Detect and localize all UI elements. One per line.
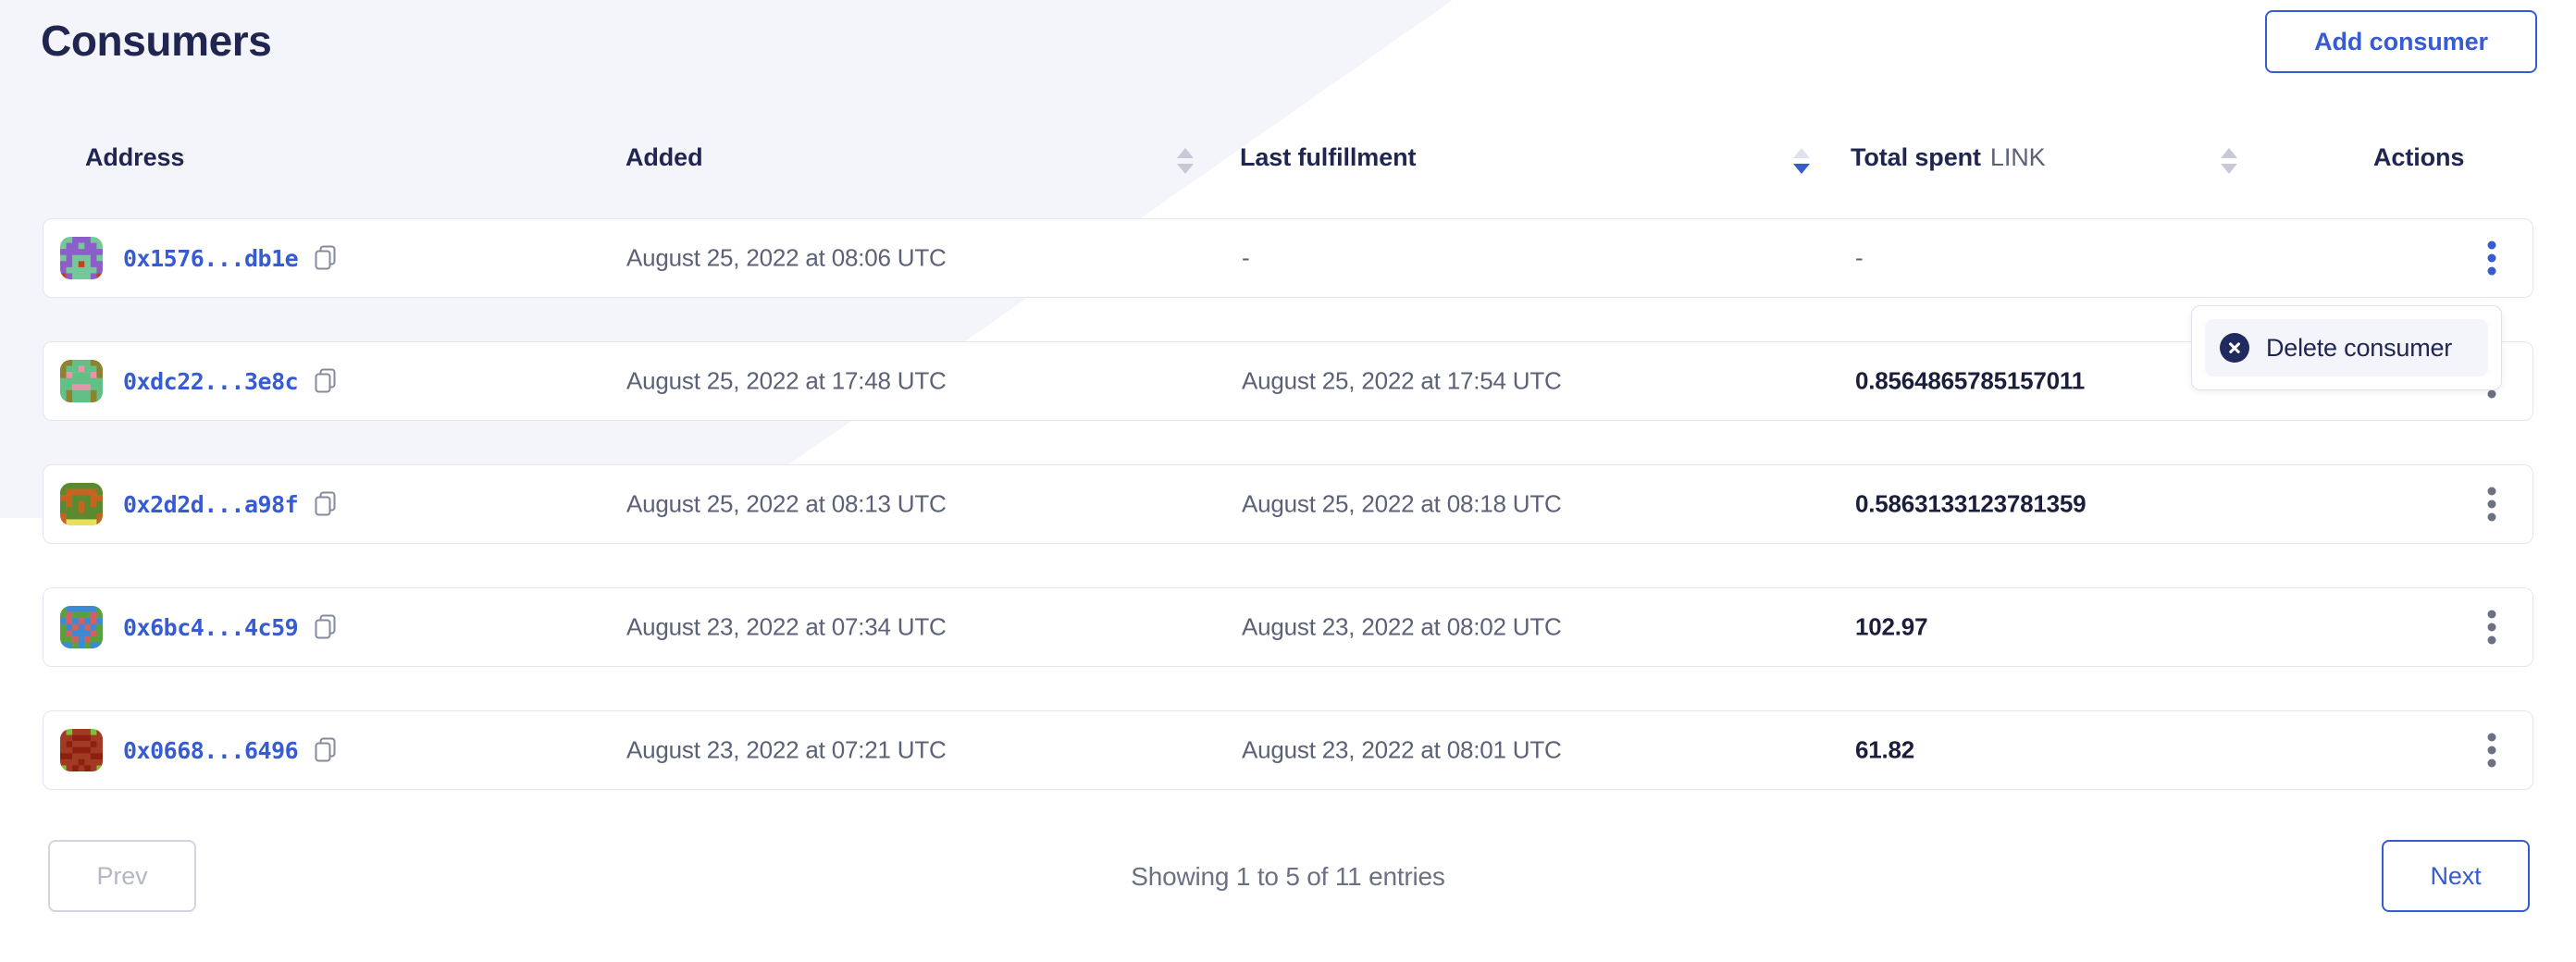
cell-address: 0x2d2d...a98f — [60, 483, 337, 525]
sort-toggle-total-spent[interactable] — [2221, 146, 2237, 183]
delete-consumer-label: Delete consumer — [2266, 333, 2453, 362]
sort-ascending-arrow-icon — [1793, 148, 1810, 158]
consumers-table-body: 0x1576...db1e August 25, 2022 at 08:06 UT… — [43, 218, 2533, 833]
copy-address-icon[interactable] — [315, 368, 337, 394]
cell-total-spent: 0.8564865785157011 — [1855, 366, 2086, 395]
table-row: 0x0668...6496 August 23, 2022 at 07:21 UT… — [43, 710, 2533, 790]
cell-last-fulfillment: August 23, 2022 at 08:02 UTC — [1242, 612, 1562, 641]
page-header: Consumers Add consumer — [0, 0, 2576, 111]
consumer-identicon-avatar — [60, 606, 103, 648]
consumer-identicon-avatar — [60, 483, 103, 525]
sort-toggle-last-fulfillment[interactable] — [1793, 146, 1810, 183]
table-pagination-footer: Prev Showing 1 to 5 of 11 entries Next — [0, 832, 2576, 934]
cell-added: August 23, 2022 at 07:34 UTC — [626, 612, 947, 641]
sort-descending-arrow-icon — [2221, 164, 2237, 174]
consumer-identicon-avatar — [60, 360, 103, 402]
column-header-actions: Actions — [2373, 143, 2465, 171]
column-header-added[interactable]: Added — [625, 143, 703, 171]
table-row: 0xdc22...3e8c August 25, 2022 at 17:48 UT… — [43, 341, 2533, 421]
row-actions-menu-button[interactable] — [2471, 232, 2512, 284]
pagination-next-button[interactable]: Next — [2382, 840, 2530, 912]
cell-address: 0x0668...6496 — [60, 729, 337, 771]
row-actions-menu-button[interactable] — [2471, 601, 2512, 653]
copy-address-icon[interactable] — [315, 245, 337, 271]
copy-address-icon[interactable] — [315, 737, 337, 763]
consumer-identicon-avatar — [60, 729, 103, 771]
column-header-total-spent-label: Total spent — [1851, 143, 1981, 171]
cell-last-fulfillment: August 25, 2022 at 08:18 UTC — [1242, 489, 1562, 518]
column-header-total-spent-unit: LINK — [1989, 143, 2046, 171]
cell-total-spent: 61.82 — [1855, 735, 1915, 764]
cell-added: August 23, 2022 at 07:21 UTC — [626, 735, 947, 764]
cell-address: 0xdc22...3e8c — [60, 360, 337, 402]
table-header-row: Address Added Last fulfillment Total spe… — [0, 143, 2576, 191]
page-title: Consumers — [41, 17, 272, 65]
delete-consumer-menu-item[interactable]: Delete consumer — [2205, 319, 2488, 376]
copy-address-icon[interactable] — [315, 491, 337, 517]
cell-added: August 25, 2022 at 08:13 UTC — [626, 489, 947, 518]
cell-last-fulfillment: August 23, 2022 at 08:01 UTC — [1242, 735, 1562, 764]
table-row: 0x1576...db1e August 25, 2022 at 08:06 UT… — [43, 218, 2533, 298]
three-dots-vertical-icon — [2487, 606, 2496, 649]
pagination-prev-button[interactable]: Prev — [48, 840, 196, 912]
consumer-address-link[interactable]: 0x0668...6496 — [123, 736, 299, 764]
consumer-address-link[interactable]: 0x1576...db1e — [123, 244, 299, 272]
consumer-address-link[interactable]: 0x6bc4...4c59 — [123, 613, 299, 641]
table-row: 0x6bc4...4c59 August 23, 2022 at 07:34 UT… — [43, 587, 2533, 667]
sort-toggle-added[interactable] — [1177, 146, 1194, 183]
close-circle-icon — [2220, 333, 2249, 363]
copy-address-icon[interactable] — [315, 614, 337, 640]
three-dots-vertical-icon — [2487, 729, 2496, 772]
three-dots-vertical-icon — [2487, 237, 2496, 280]
sort-descending-arrow-icon — [1177, 164, 1194, 174]
cell-last-fulfillment: - — [1242, 243, 1250, 272]
sort-ascending-arrow-icon — [2221, 148, 2237, 158]
row-actions-dropdown-menu: Delete consumer — [2191, 305, 2502, 390]
row-actions-menu-button[interactable] — [2471, 478, 2512, 530]
column-header-last-fulfillment[interactable]: Last fulfillment — [1240, 143, 1417, 171]
consumer-address-link[interactable]: 0x2d2d...a98f — [123, 490, 299, 518]
cell-last-fulfillment: August 25, 2022 at 17:54 UTC — [1242, 366, 1562, 395]
cell-address: 0x1576...db1e — [60, 237, 337, 279]
table-row: 0x2d2d...a98f August 25, 2022 at 08:13 UT… — [43, 464, 2533, 544]
add-consumer-button[interactable]: Add consumer — [2265, 10, 2537, 73]
cell-total-spent: 102.97 — [1855, 612, 1928, 641]
cell-added: August 25, 2022 at 17:48 UTC — [626, 366, 947, 395]
sort-descending-arrow-icon — [1793, 164, 1810, 174]
cell-total-spent: 0.5863133123781359 — [1855, 489, 2087, 518]
column-header-address[interactable]: Address — [85, 143, 185, 171]
three-dots-vertical-icon — [2487, 483, 2496, 526]
pagination-info-text: Showing 1 to 5 of 11 entries — [1131, 862, 1445, 891]
consumer-identicon-avatar — [60, 237, 103, 279]
column-header-total-spent[interactable]: Total spent LINK — [1851, 143, 2046, 172]
row-actions-menu-button[interactable] — [2471, 724, 2512, 776]
cell-added: August 25, 2022 at 08:06 UTC — [626, 243, 947, 272]
cell-address: 0x6bc4...4c59 — [60, 606, 337, 648]
consumer-address-link[interactable]: 0xdc22...3e8c — [123, 367, 299, 395]
sort-ascending-arrow-icon — [1177, 148, 1194, 158]
cell-total-spent: - — [1855, 243, 1864, 272]
